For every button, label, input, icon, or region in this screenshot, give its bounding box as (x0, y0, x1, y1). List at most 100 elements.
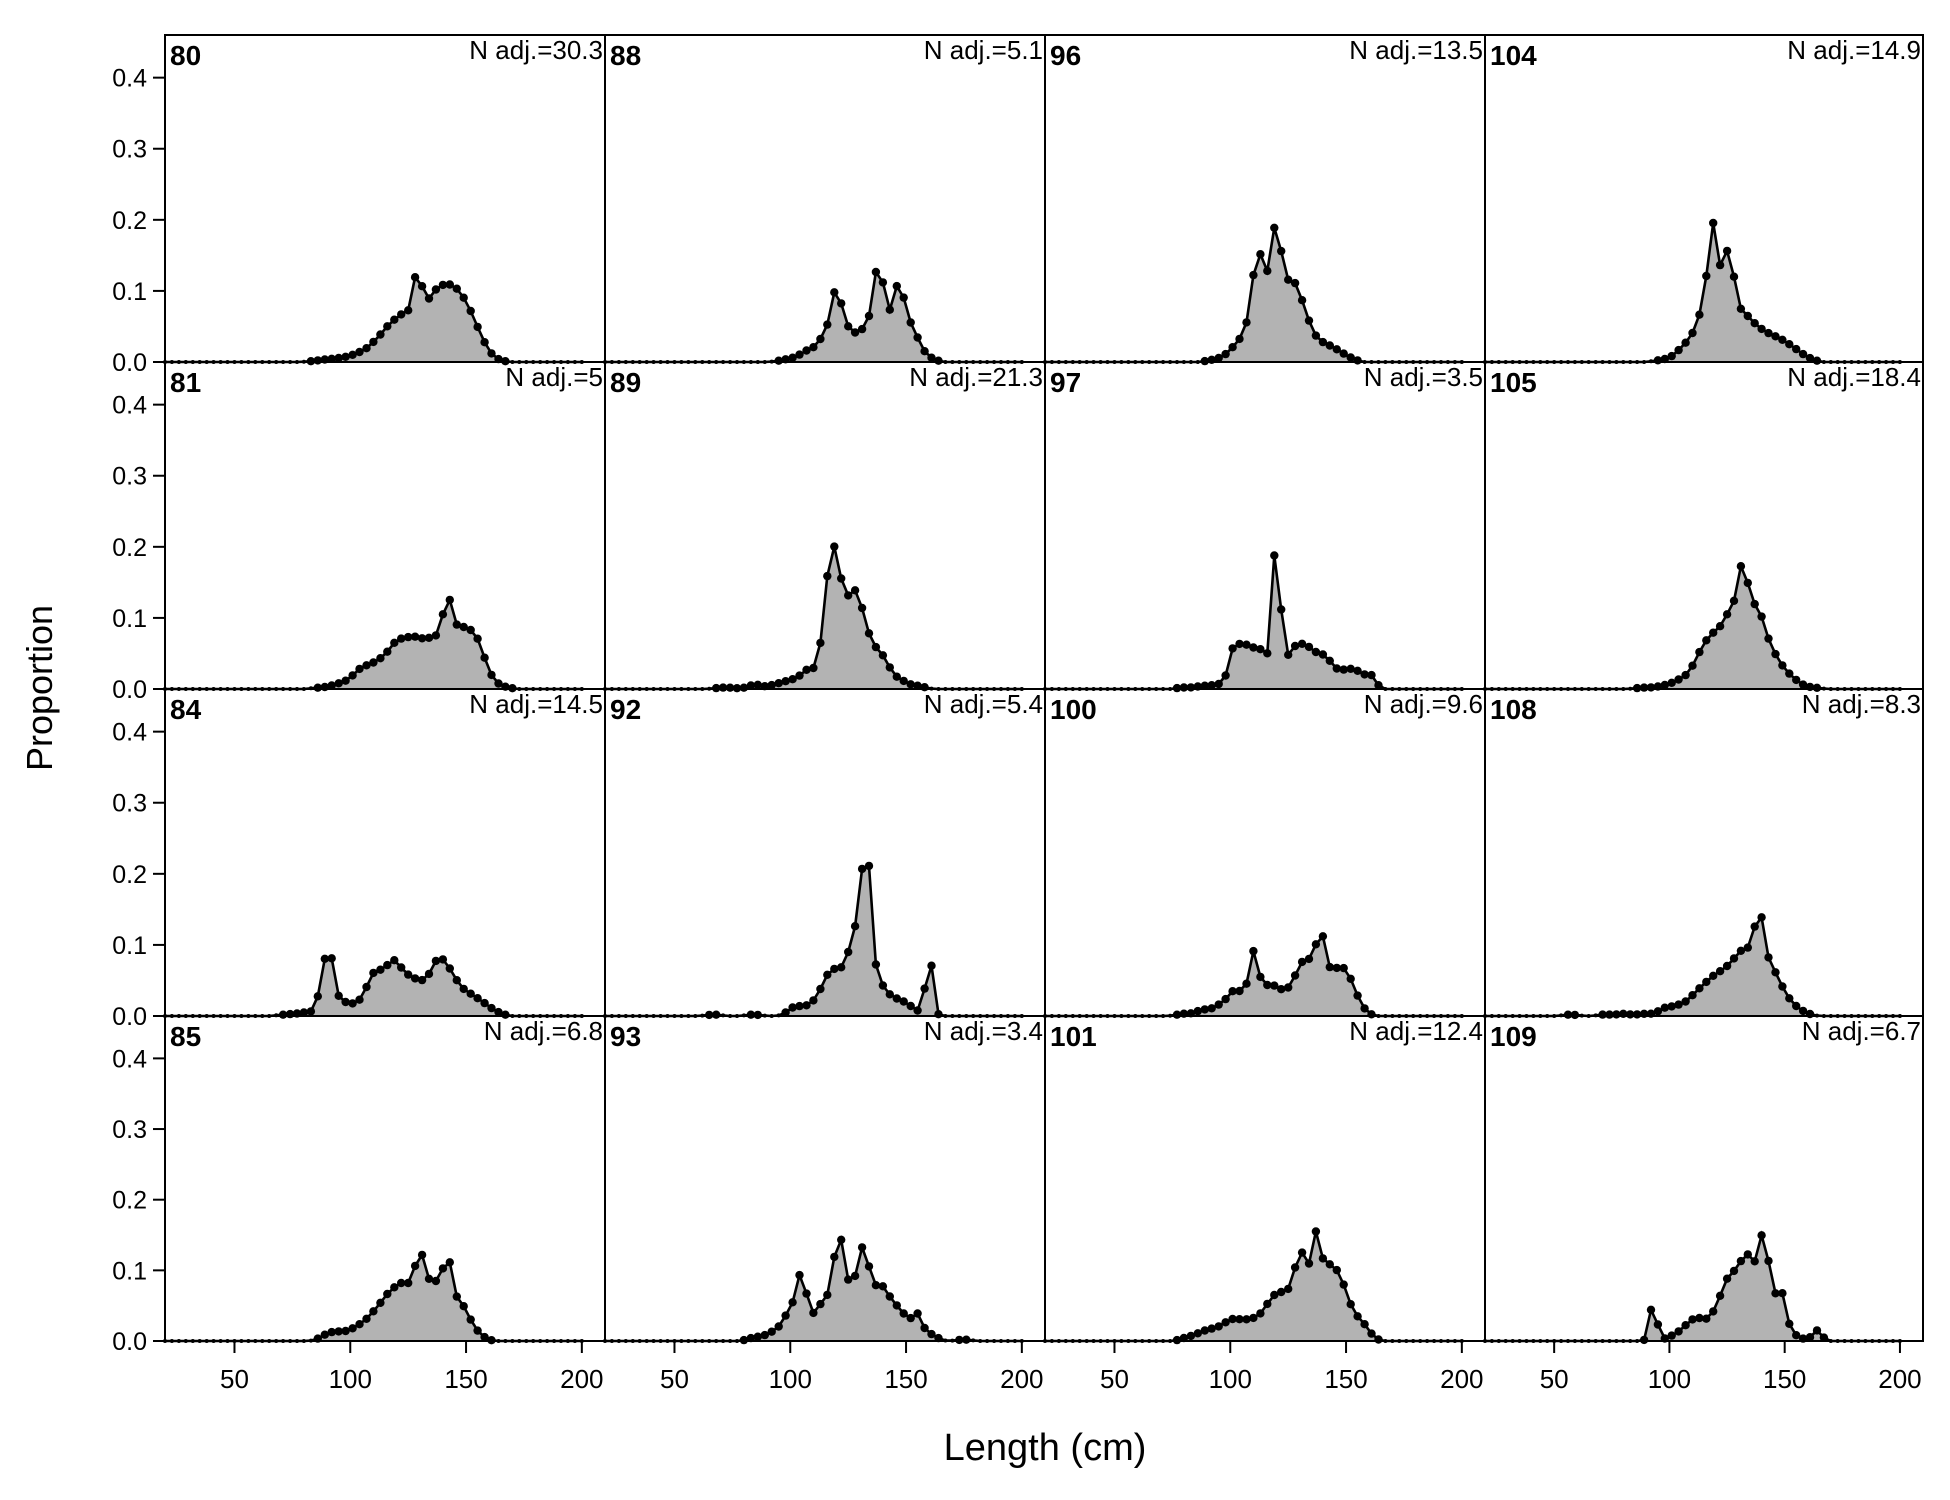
data-point (1667, 351, 1676, 361)
data-point (830, 964, 839, 974)
data-point (837, 963, 846, 972)
n-adj-label: N adj.=13.5 (1349, 35, 1483, 65)
data-point (397, 634, 406, 643)
data-point (1688, 328, 1697, 338)
data-point (1757, 1231, 1766, 1240)
data-point (480, 1332, 489, 1342)
data-point (830, 542, 839, 551)
data-point (1235, 1315, 1244, 1324)
data-point (1290, 278, 1300, 288)
data-point (438, 955, 448, 964)
panel-frame (604, 688, 1046, 1017)
data-point (816, 1299, 825, 1309)
data-point (823, 970, 832, 979)
data-point (452, 1292, 461, 1301)
data-point (1249, 643, 1258, 652)
data-point (885, 305, 894, 314)
x-axis-label: Length (cm) (944, 1427, 1147, 1469)
data-point (341, 997, 350, 1007)
data-point (404, 306, 413, 315)
data-point (1798, 680, 1808, 689)
data-point (1715, 967, 1725, 976)
data-point (417, 975, 427, 985)
data-point (1750, 319, 1759, 328)
density-area (165, 277, 582, 362)
density-area (1045, 1231, 1462, 1341)
y-tick-label: 0.4 (112, 1045, 147, 1073)
data-point (1290, 1263, 1300, 1272)
data-point (1653, 1320, 1663, 1329)
data-point (355, 664, 364, 674)
data-point (788, 1003, 797, 1012)
data-point (1256, 645, 1265, 654)
data-point (1736, 946, 1746, 955)
data-point (1325, 1260, 1335, 1269)
data-point (1771, 968, 1780, 977)
data-point (1332, 664, 1342, 673)
data-point (1736, 304, 1746, 313)
panel-label: 80 (170, 40, 201, 71)
data-point (760, 1330, 769, 1340)
data-point (431, 631, 441, 640)
data-point (802, 1001, 811, 1010)
data-point (857, 1243, 867, 1252)
data-point (864, 629, 874, 638)
data-point (913, 333, 922, 342)
data-point (473, 322, 482, 332)
data-point (1729, 1266, 1739, 1276)
data-point (816, 638, 825, 648)
data-point (1805, 1333, 1815, 1342)
data-point (1757, 612, 1766, 621)
data-point (306, 1007, 316, 1016)
panel-label: 100 (1050, 694, 1097, 725)
data-point (955, 1335, 964, 1345)
data-point (334, 353, 343, 363)
data-point (445, 595, 454, 605)
y-tick-label: 0.2 (112, 534, 147, 562)
data-point (906, 318, 915, 327)
data-point (417, 634, 427, 643)
data-point (1360, 1320, 1369, 1329)
data-point (438, 1264, 448, 1273)
data-point (1277, 246, 1286, 256)
data-point (1228, 343, 1237, 352)
data-point (341, 676, 350, 685)
data-point (927, 961, 936, 970)
panel-label: 105 (1490, 367, 1537, 398)
data-point (788, 675, 797, 684)
data-point (397, 310, 406, 319)
density-area (165, 599, 582, 689)
data-point (334, 991, 343, 1000)
data-point (857, 324, 867, 334)
x-tick-label: 100 (1648, 1364, 1691, 1394)
data-point (1819, 1333, 1829, 1342)
data-point (1743, 578, 1753, 588)
y-tick-label: 0.1 (112, 605, 147, 633)
data-point (362, 982, 371, 992)
data-point (816, 334, 825, 344)
data-point (1235, 334, 1244, 344)
data-point (1249, 946, 1258, 956)
data-point (390, 638, 399, 647)
data-point (397, 963, 406, 972)
y-tick-label: 0.2 (112, 861, 147, 889)
data-point (1736, 562, 1746, 571)
data-point (1214, 679, 1223, 689)
data-point (1764, 634, 1773, 643)
data-point (397, 1278, 406, 1288)
data-point (767, 1327, 776, 1336)
data-point (837, 299, 846, 308)
data-point (438, 610, 448, 619)
data-point (1360, 670, 1369, 679)
x-tick-label: 200 (1440, 1364, 1483, 1394)
data-point (1325, 656, 1335, 665)
x-tick-label: 100 (1209, 1364, 1252, 1394)
data-point (906, 1313, 915, 1323)
data-point (850, 1271, 860, 1281)
data-point (1764, 328, 1773, 338)
data-point (390, 315, 399, 324)
data-point (1221, 994, 1230, 1004)
data-point (1367, 670, 1376, 680)
data-point (320, 954, 329, 963)
data-point (1771, 332, 1780, 341)
